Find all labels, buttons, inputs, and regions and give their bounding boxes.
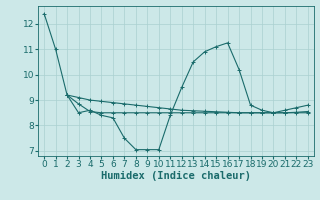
X-axis label: Humidex (Indice chaleur): Humidex (Indice chaleur) xyxy=(101,171,251,181)
